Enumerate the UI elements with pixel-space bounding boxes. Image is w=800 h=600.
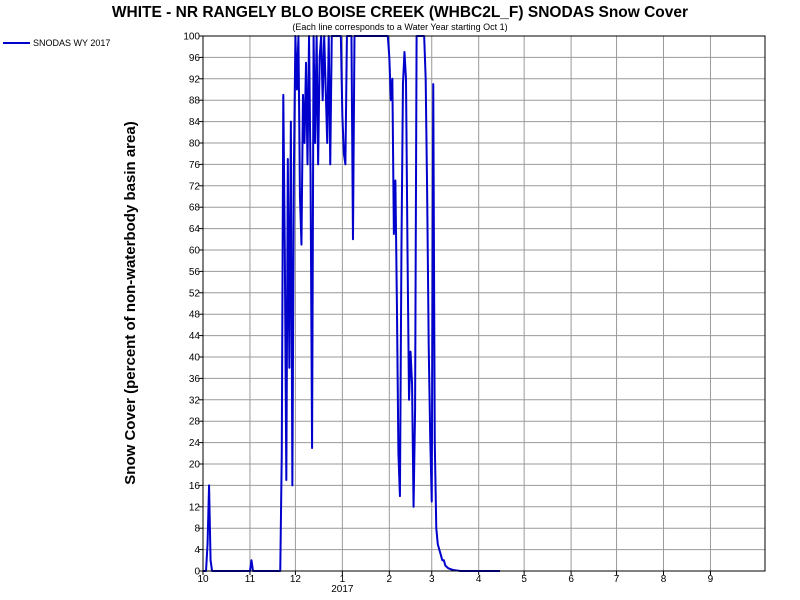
plot-frame	[202, 35, 766, 572]
y-tick-label: 72	[189, 181, 201, 192]
x-year-label: 2017	[331, 584, 354, 595]
chart-title: WHITE - NR RANGELY BLO BOISE CREEK (WHBC…	[112, 4, 688, 21]
y-tick-label: 84	[189, 117, 201, 128]
axes: 0481216202428323640444852566064687276808…	[183, 32, 713, 596]
chart-subtitle: (Each line corresponds to a Water Year s…	[292, 22, 507, 32]
y-tick-label: 92	[189, 74, 201, 85]
x-tick-label: 5	[521, 574, 527, 585]
y-tick-label: 16	[189, 481, 201, 492]
legend: SNODAS WY 2017	[3, 38, 110, 48]
y-tick-label: 76	[189, 160, 201, 171]
series-layer	[203, 35, 500, 572]
x-tick-label: 11	[245, 574, 256, 585]
y-tick-label: 80	[189, 139, 201, 150]
y-tick-label: 12	[189, 502, 201, 513]
x-tick-label: 12	[290, 574, 302, 585]
x-tick-label: 3	[429, 574, 435, 585]
x-tick-label: 1	[340, 574, 346, 585]
x-tick-label: 8	[661, 574, 667, 585]
y-tick-label: 40	[189, 353, 201, 364]
x-tick-label: 6	[568, 574, 574, 585]
y-tick-label: 20	[189, 460, 201, 471]
y-tick-label: 100	[183, 32, 200, 43]
y-tick-label: 56	[189, 267, 201, 278]
y-tick-label: 44	[189, 331, 201, 342]
y-tick-label: 64	[189, 224, 201, 235]
y-tick-label: 60	[189, 246, 201, 257]
x-tick-label: 2	[387, 574, 393, 585]
y-tick-label: 24	[189, 438, 201, 449]
x-tick-label: 4	[476, 574, 482, 585]
y-axis-label: Snow Cover (percent of non-waterbody bas…	[122, 121, 139, 484]
x-tick-label: 10	[197, 574, 209, 585]
y-tick-label: 36	[189, 374, 201, 385]
y-tick-label: 52	[189, 288, 201, 299]
y-tick-label: 96	[189, 53, 201, 64]
x-tick-label: 9	[708, 574, 714, 585]
y-tick-label: 4	[194, 545, 200, 556]
y-tick-label: 28	[189, 417, 201, 428]
series-line-0	[203, 35, 500, 572]
y-tick-label: 48	[189, 310, 201, 321]
x-tick-label: 7	[614, 574, 620, 585]
y-tick-label: 68	[189, 203, 201, 214]
y-tick-label: 8	[194, 524, 200, 535]
grid	[202, 35, 765, 572]
y-tick-label: 32	[189, 395, 201, 406]
y-tick-label: 88	[189, 96, 201, 107]
y-tick-label: 0	[194, 567, 200, 578]
legend-label: SNODAS WY 2017	[33, 38, 110, 48]
